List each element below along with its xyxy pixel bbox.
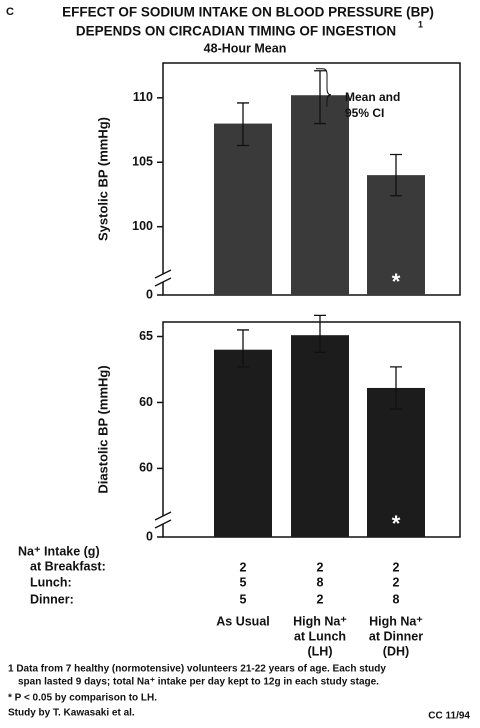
error-bar	[390, 366, 402, 410]
column-label: As Usual	[216, 614, 270, 628]
y-axis-label: Diastolic BP (mmHg)	[95, 365, 110, 493]
axis-break-gap	[160, 274, 166, 282]
y-tick-label: 0	[146, 287, 153, 301]
y-tick-label: 100	[132, 219, 153, 233]
error-bar	[314, 70, 326, 125]
footnote: span lasted 9 days; total Na⁺ intake per…	[18, 677, 379, 688]
subtitle: 48-Hour Mean	[204, 41, 287, 55]
y-tick-label: 0	[146, 529, 153, 543]
y-tick-label: 60	[139, 395, 153, 409]
column-label: (LH)	[308, 644, 333, 658]
table-cell: 8	[317, 575, 324, 589]
axis-break	[154, 269, 172, 279]
row-label: at Breakfast:	[30, 559, 106, 573]
table-cell: 2	[317, 560, 324, 574]
error-bar	[237, 329, 249, 368]
title-line: EFFECT OF SODIUM INTAKE ON BLOOD PRESSUR…	[62, 5, 434, 20]
y-tick-label: 60	[139, 461, 153, 475]
annotation: 95% CI	[345, 106, 384, 120]
y-tick-label: 105	[132, 155, 153, 169]
column-label: at Lunch	[294, 629, 346, 643]
axis-break	[154, 277, 172, 287]
table-cell: 8	[393, 592, 400, 606]
row-label: Na⁺ Intake (g)	[18, 544, 100, 558]
y-tick-label: 65	[139, 329, 153, 343]
error-bar	[237, 102, 249, 147]
error-bar	[314, 314, 326, 353]
significance-marker: *	[392, 511, 401, 536]
footnote: Study by T. Kawasaki et al.	[8, 708, 135, 719]
table-cell: 2	[240, 560, 247, 574]
axis-break-gap	[160, 516, 166, 524]
y-axis-label: Systolic BP (mmHg)	[95, 117, 110, 241]
title-note: 1	[418, 19, 423, 29]
axis-break	[154, 511, 172, 521]
column-label: High Na⁺	[369, 614, 423, 628]
column-label: (DH)	[383, 644, 409, 658]
bar	[367, 387, 425, 537]
error-bar	[390, 153, 402, 197]
bar	[291, 335, 349, 537]
row-label: Dinner:	[30, 592, 74, 606]
footnote: 1 Data from 7 healthy (normotensive) vol…	[8, 664, 386, 675]
table-cell: 5	[240, 592, 247, 606]
bar	[291, 95, 349, 295]
column-label: High Na⁺	[293, 614, 347, 628]
footnote: * P < 0.05 by comparison to LH.	[8, 693, 157, 704]
axis-break	[154, 519, 172, 529]
table-cell: 5	[240, 575, 247, 589]
significance-marker: *	[392, 269, 401, 294]
y-tick-label: 110	[133, 90, 153, 104]
table-cell: 2	[393, 575, 400, 589]
annotation-bracket	[316, 68, 332, 107]
table-cell: 2	[393, 560, 400, 574]
bar	[214, 349, 272, 537]
annotation: Mean and	[345, 90, 400, 104]
panel-label: C	[6, 6, 14, 18]
code: CC 11/94	[428, 711, 470, 722]
title-line: DEPENDS ON CIRCADIAN TIMING OF INGESTION	[76, 24, 396, 39]
row-label: Lunch:	[30, 575, 72, 589]
bar	[214, 123, 272, 295]
column-label: at Dinner	[369, 629, 423, 643]
table-cell: 2	[317, 592, 324, 606]
